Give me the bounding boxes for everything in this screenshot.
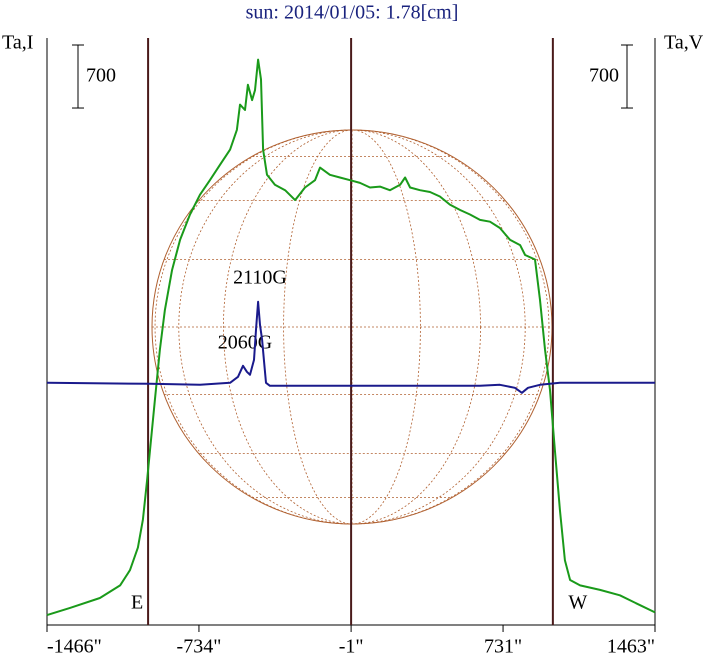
series-line — [46, 58, 656, 617]
limb-label: E — [131, 592, 143, 614]
scale-bar-label: 700 — [589, 65, 619, 87]
chart-title: sun: 2014/01/05: 1.78[cm] — [246, 2, 459, 24]
scale-bar-label: 700 — [86, 65, 116, 87]
limb-label: W — [568, 592, 587, 614]
y2-axis-label: Ta,V — [664, 32, 704, 54]
y-axis-label: Ta,I — [2, 32, 33, 54]
disc-meridian — [223, 129, 481, 525]
x-tick-label: 731" — [484, 636, 522, 658]
x-tick-label: -1" — [339, 636, 364, 658]
x-tick-label: -734" — [177, 636, 222, 658]
x-tick-label: -1466" — [47, 636, 102, 658]
x-tick-label: 1463" — [607, 636, 655, 658]
annotation: 2110G — [233, 267, 287, 289]
annotation: 2060G — [218, 332, 272, 354]
series-line — [46, 300, 655, 394]
